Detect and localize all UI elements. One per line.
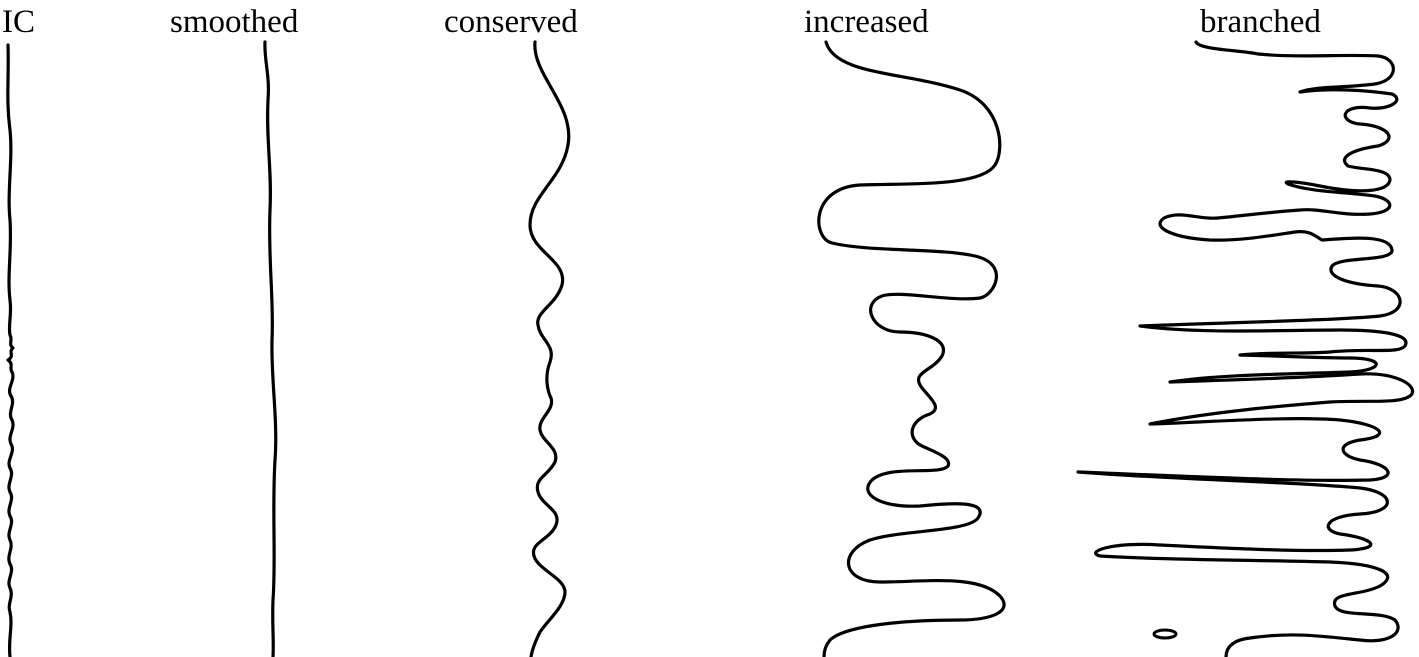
smoothed-curve	[263, 40, 278, 657]
label-conserved: conserved	[444, 4, 578, 40]
ic-curve	[6, 43, 15, 657]
conserved-curve	[528, 40, 571, 657]
label-smoothed: smoothed	[170, 4, 299, 40]
branched-droplet	[1152, 628, 1178, 640]
increased-curve	[817, 40, 1006, 657]
label-ic: IC	[2, 4, 35, 40]
branched-curve	[1076, 40, 1414, 657]
label-increased: increased	[804, 4, 929, 40]
label-branched: branched	[1200, 4, 1321, 40]
